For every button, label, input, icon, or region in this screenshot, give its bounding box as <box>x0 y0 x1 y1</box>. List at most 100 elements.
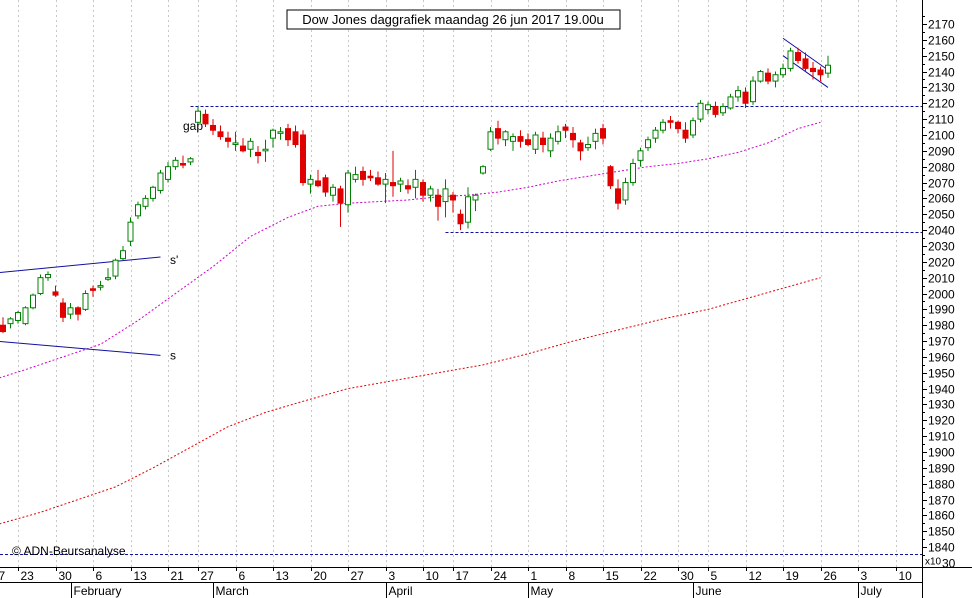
y-tick-label: 2030 <box>928 240 955 254</box>
candle <box>742 87 749 109</box>
title-box <box>286 9 621 30</box>
candle-body <box>82 293 89 310</box>
candle <box>277 127 284 140</box>
candle-body <box>217 131 224 138</box>
candle-body <box>105 277 111 280</box>
candle-body <box>420 182 426 196</box>
candle <box>750 76 756 105</box>
candle <box>592 128 599 150</box>
candle-body <box>405 185 411 190</box>
candle-body <box>45 273 51 279</box>
candle <box>427 185 434 202</box>
candle <box>600 123 606 145</box>
candle-body <box>112 259 119 277</box>
candle-body <box>277 131 284 134</box>
y-tick-label: 1930 <box>928 398 955 412</box>
candle-body <box>705 104 711 111</box>
candle-body <box>210 124 216 131</box>
x-tick-label: 26 <box>824 569 838 583</box>
y-tick-label: 2090 <box>928 145 955 159</box>
trend-lines <box>0 37 829 356</box>
candle <box>577 139 584 161</box>
y-tick-label: 1900 <box>928 446 955 460</box>
candle <box>45 271 51 281</box>
candle-body <box>802 58 809 69</box>
candle-body <box>622 182 629 201</box>
y-tick-label: 1850 <box>928 525 955 539</box>
candle-body <box>525 139 531 145</box>
y-tick-label: 1980 <box>928 319 955 333</box>
candle-body <box>472 194 479 201</box>
candle <box>472 193 479 212</box>
candle <box>487 127 494 151</box>
labels: s'sgap1840185018601870188018901900191019… <box>0 18 956 598</box>
trend-line-label: s' <box>170 253 178 267</box>
candle-body <box>255 151 261 157</box>
candle <box>457 209 464 231</box>
x-tick-label: 27 <box>351 569 365 583</box>
candle <box>142 195 149 210</box>
y-tick-label: 1880 <box>928 478 955 492</box>
candle-body <box>682 129 689 139</box>
candle <box>787 47 794 72</box>
candle <box>15 310 21 324</box>
candle <box>262 139 269 162</box>
x-tick-label: 27 <box>201 569 215 583</box>
candle <box>480 165 486 175</box>
y-tick-label: 2050 <box>928 208 955 222</box>
x-tick-label: 3 <box>389 569 396 583</box>
candle <box>810 62 816 80</box>
candle <box>390 150 396 197</box>
y-tick-label: 30 <box>942 557 956 571</box>
candle-body <box>780 67 786 76</box>
candle <box>562 123 569 139</box>
month-label: March <box>216 584 249 598</box>
candle <box>705 101 711 115</box>
y-tick-label: 2080 <box>928 161 955 175</box>
x-tick-label: 12 <box>749 569 763 583</box>
candle-body <box>532 134 539 150</box>
candle-body <box>307 178 314 185</box>
candle-body <box>225 137 231 142</box>
candle-body <box>502 131 509 141</box>
x-tick-label: 3 <box>861 569 868 583</box>
candle-body <box>697 102 704 120</box>
y-tick-label: 2060 <box>928 192 955 206</box>
candle <box>315 169 321 188</box>
trend-line-s <box>0 340 161 356</box>
candle <box>352 166 359 183</box>
y-tick-label: 1870 <box>928 494 955 508</box>
month-label: April <box>389 584 413 598</box>
candle <box>157 169 164 194</box>
candle <box>442 179 449 218</box>
candle <box>697 100 704 123</box>
candle-body <box>487 131 494 150</box>
candle-body <box>570 132 576 141</box>
month-label: July <box>861 584 882 598</box>
y-tick-label: 1950 <box>928 367 955 381</box>
y-tick-label: 1890 <box>928 462 955 476</box>
candle <box>772 71 779 88</box>
candle-body <box>630 163 636 184</box>
candle <box>322 174 329 197</box>
x-tick-label: 6 <box>96 569 103 583</box>
candle-body <box>367 175 374 179</box>
candle <box>307 174 314 194</box>
candle <box>247 138 254 158</box>
candle <box>727 93 734 110</box>
y-tick-label: 1860 <box>928 509 955 523</box>
x-tick-label: 6 <box>239 569 246 583</box>
x-tick-label: 22 <box>644 569 658 583</box>
candle-body <box>645 139 651 149</box>
month-label: June <box>696 584 722 598</box>
candle <box>225 131 231 148</box>
candle-body <box>127 221 134 242</box>
y-tick-label: 2160 <box>928 34 955 48</box>
candle-body <box>97 285 104 288</box>
y-tick-label: 1940 <box>928 383 955 397</box>
candle <box>232 131 239 151</box>
candle-body <box>157 172 164 191</box>
candle-body <box>37 277 44 295</box>
candle-body <box>322 177 329 193</box>
